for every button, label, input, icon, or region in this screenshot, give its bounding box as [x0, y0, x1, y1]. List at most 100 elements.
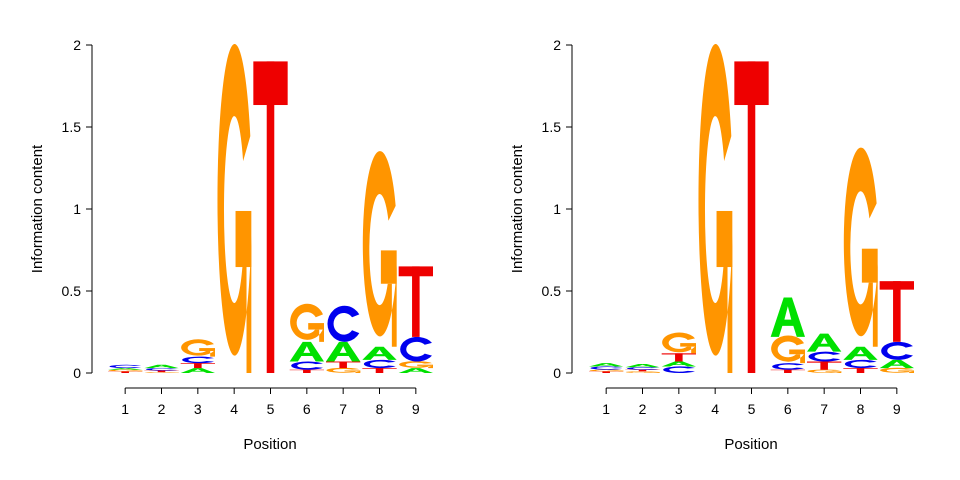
- x-tick-label: 9: [893, 401, 901, 417]
- y-tick-label: 0: [553, 365, 561, 381]
- letter-stack-8: [843, 147, 878, 373]
- x-tick-label: 6: [784, 401, 792, 417]
- letter-stack-9: [398, 266, 433, 373]
- y-tick-label: 0.5: [62, 283, 82, 299]
- x-tick-label: 1: [121, 401, 129, 417]
- letter-A: [661, 361, 696, 367]
- letter-T: [253, 61, 288, 374]
- x-tick-label: 9: [412, 401, 420, 417]
- letter-C: [291, 361, 323, 370]
- letter-A: [144, 364, 179, 369]
- y-tick-label: 2: [553, 37, 561, 53]
- letter-T: [326, 361, 361, 369]
- letter-G: [625, 371, 660, 373]
- letter-C: [844, 359, 877, 369]
- y-tick-label: 1.5: [62, 119, 82, 135]
- x-tick-label: 2: [158, 401, 166, 417]
- letter-G: [290, 303, 324, 342]
- letter-T: [661, 353, 696, 362]
- letter-G: [108, 369, 143, 372]
- x-tick-label: 2: [639, 401, 647, 417]
- letter-G: [662, 332, 696, 354]
- y-tick-label: 2: [73, 37, 81, 53]
- letter-C: [772, 363, 804, 370]
- x-tick-label: 7: [339, 401, 347, 417]
- letter-C: [590, 366, 623, 370]
- letter-G: [698, 44, 733, 373]
- letter-C: [182, 356, 214, 364]
- letter-C: [145, 368, 178, 371]
- letter-A: [326, 341, 361, 362]
- letter-C: [881, 341, 913, 360]
- letter-T: [843, 368, 878, 373]
- x-tick-label: 5: [267, 401, 275, 417]
- letter-A: [807, 333, 842, 352]
- letter-C: [808, 351, 841, 362]
- letter-T: [398, 266, 433, 337]
- letter-T: [144, 370, 179, 373]
- logo-panel-right: 0 0.5 1 1.5 2 1 2 3 4 5 6 7 8 9 Position Information co…: [509, 37, 914, 453]
- letter-C: [400, 336, 432, 362]
- letter-G: [144, 372, 179, 373]
- letter-stack-5: [253, 61, 288, 374]
- letter-stack-3: [180, 339, 215, 373]
- letter-stack-8: [362, 151, 397, 373]
- letter-G: [217, 44, 252, 373]
- y-tick-label: 1.5: [542, 119, 562, 135]
- y-tick-label: 1: [553, 201, 561, 217]
- letter-stack-6: [289, 303, 324, 373]
- letter-G: [181, 339, 215, 357]
- letter-G: [771, 335, 805, 364]
- letter-stack-4: [698, 44, 733, 373]
- letter-stack-4: [217, 44, 252, 373]
- letter-stack-2: [144, 364, 179, 373]
- letter-C: [327, 305, 360, 342]
- letter-C: [663, 366, 695, 373]
- y-axis: 0 0.5 1 1.5 2: [542, 37, 573, 381]
- letter-A: [289, 341, 324, 362]
- letter-A: [180, 368, 215, 373]
- letter-T: [879, 281, 914, 342]
- y-tick-label: 1: [73, 201, 81, 217]
- letter-stack-1: [589, 363, 624, 373]
- x-tick-label: 1: [602, 401, 610, 417]
- x-tick-label: 8: [857, 401, 865, 417]
- letter-stack-6: [770, 297, 805, 373]
- letter-A: [362, 346, 397, 360]
- x-axis-label: Position: [243, 436, 296, 453]
- y-axis: 0 0.5 1 1.5 2: [62, 37, 93, 381]
- letter-T: [108, 371, 143, 373]
- x-axis: 1 2 3 4 5 6 7 8 9: [602, 387, 901, 417]
- x-tick-label: 3: [194, 401, 202, 417]
- x-tick-label: 6: [303, 401, 311, 417]
- letter-T: [734, 61, 769, 374]
- letter-stack-3: [661, 332, 696, 373]
- letter-G: [399, 361, 433, 369]
- letter-G: [843, 147, 878, 347]
- letter-T: [807, 361, 842, 370]
- letter-G: [880, 367, 914, 373]
- letter-C: [109, 364, 142, 369]
- letter-stack-2: [625, 363, 660, 373]
- letter-A: [108, 368, 143, 370]
- x-tick-label: 8: [376, 401, 384, 417]
- x-tick-label: 4: [711, 401, 719, 417]
- letter-C: [363, 359, 396, 369]
- letter-A: [625, 363, 660, 368]
- letter-T: [625, 369, 660, 372]
- letter-G: [807, 369, 842, 373]
- y-tick-label: 0.5: [542, 283, 562, 299]
- letter-T: [362, 368, 397, 373]
- letter-G: [362, 151, 397, 347]
- y-axis-label: Information content: [509, 144, 526, 273]
- letter-stack-5: [734, 61, 769, 374]
- x-tick-label: 5: [748, 401, 756, 417]
- letter-T: [589, 371, 624, 373]
- letter-G: [326, 367, 361, 373]
- y-tick-label: 0: [73, 365, 81, 381]
- letter-T: [289, 369, 324, 373]
- letter-A: [398, 368, 433, 373]
- letter-stack-1: [108, 364, 143, 373]
